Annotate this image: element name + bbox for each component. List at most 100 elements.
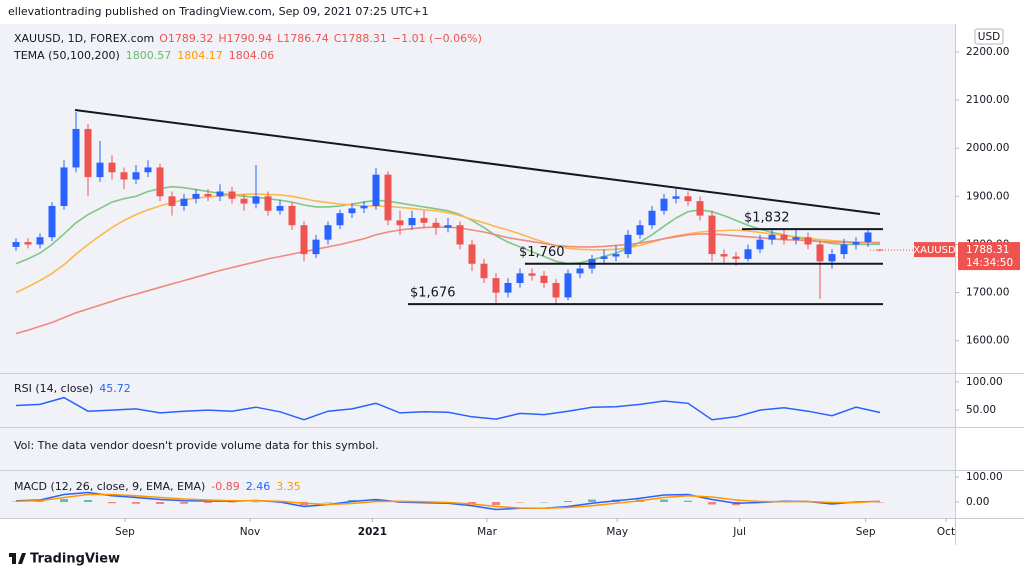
indicator-value: -0.89 bbox=[211, 480, 239, 493]
candle-body bbox=[852, 242, 860, 245]
candle-body bbox=[420, 217, 428, 223]
legend-line: XAUUSD, 1D, FOREX.com O1789.32 H1790.94 L17… bbox=[14, 32, 482, 45]
candle-body bbox=[792, 237, 800, 240]
candle-body bbox=[48, 205, 56, 238]
indicator-value: 2.46 bbox=[246, 480, 271, 493]
y-tick-label: 100.00 bbox=[966, 471, 1003, 483]
trendline bbox=[74, 109, 881, 215]
y-tick-label: 2000.00 bbox=[966, 142, 1009, 154]
symbol-tag-label: XAUUSD bbox=[913, 245, 956, 256]
ohlc-low: L1786.74 bbox=[277, 32, 329, 45]
candle-body bbox=[204, 193, 212, 197]
currency-button[interactable] bbox=[974, 28, 1004, 45]
x-tick-label: Nov bbox=[240, 526, 261, 538]
x-tick-label: Oct bbox=[937, 526, 955, 538]
histogram-bar bbox=[708, 502, 716, 505]
price-tag bbox=[958, 242, 1020, 271]
candle-body bbox=[540, 275, 548, 283]
y-tick-label: 50.00 bbox=[966, 404, 996, 416]
x-tick-label: Sep bbox=[856, 526, 876, 538]
candle-body bbox=[660, 198, 668, 211]
indicator-name: TEMA (50,100,200) bbox=[13, 49, 120, 62]
price-pane bbox=[0, 24, 955, 373]
candle-body bbox=[612, 254, 620, 257]
histogram-bar bbox=[108, 502, 116, 504]
candle-body bbox=[624, 234, 632, 255]
change: −1.01 (−0.06%) bbox=[392, 32, 482, 45]
indicator-plot bbox=[15, 396, 881, 421]
x-tick-label: 2021 bbox=[358, 526, 387, 538]
indicator-value: 45.72 bbox=[99, 382, 131, 395]
candle-body bbox=[288, 205, 296, 226]
candle-body bbox=[720, 254, 728, 257]
candle-body bbox=[492, 278, 500, 293]
candle-body bbox=[396, 220, 404, 226]
level-label: $1,832 bbox=[744, 211, 790, 226]
x-tick-label: Mar bbox=[477, 526, 497, 538]
candle-body bbox=[444, 225, 452, 228]
histogram-bar bbox=[156, 502, 164, 504]
candle-body bbox=[408, 217, 416, 226]
histogram-bar bbox=[228, 502, 236, 503]
symbol-tag bbox=[914, 242, 955, 258]
candle-body bbox=[192, 193, 200, 199]
histogram-bar bbox=[540, 502, 548, 503]
brand-logo bbox=[9, 553, 26, 564]
brand-name: TradingView bbox=[30, 552, 120, 567]
candle-body bbox=[804, 237, 812, 245]
candle-body bbox=[36, 237, 44, 245]
candle-body bbox=[144, 167, 152, 173]
candle-body bbox=[108, 162, 116, 173]
histogram-bar bbox=[876, 502, 884, 503]
y-tick-label: 2200.00 bbox=[966, 46, 1009, 58]
histogram-bar bbox=[588, 499, 596, 502]
candle-body bbox=[864, 232, 872, 243]
indicator-value: 1804.17 bbox=[177, 49, 223, 62]
candle-body bbox=[816, 244, 824, 262]
histogram-bar bbox=[12, 501, 20, 502]
volume-note: Vol: The data vendor doesn't provide vol… bbox=[14, 439, 379, 452]
level-label: $1,760 bbox=[519, 245, 565, 260]
candle-body bbox=[300, 225, 308, 255]
candle-body bbox=[336, 213, 344, 226]
candle-body bbox=[528, 273, 536, 276]
candle-body bbox=[648, 210, 656, 226]
candle-body bbox=[756, 239, 764, 250]
y-tick-label: 1900.00 bbox=[966, 190, 1009, 202]
candle-body bbox=[732, 256, 740, 259]
candle-body bbox=[348, 208, 356, 214]
ohlc-high: H1790.94 bbox=[218, 32, 272, 45]
candle-body bbox=[24, 242, 32, 245]
candle-body bbox=[516, 273, 524, 283]
y-tick-label: 100.00 bbox=[966, 376, 1003, 388]
candle-body bbox=[744, 249, 752, 259]
candle-body bbox=[552, 282, 560, 298]
candle-body bbox=[672, 196, 680, 199]
histogram-bar bbox=[324, 502, 332, 503]
histogram-bar bbox=[252, 501, 260, 503]
candle-body bbox=[576, 268, 584, 274]
x-tick-label: Jul bbox=[732, 526, 746, 538]
candle-body bbox=[96, 162, 104, 178]
candle-body bbox=[312, 239, 320, 255]
candle-body bbox=[636, 225, 644, 235]
candle-body bbox=[708, 215, 716, 255]
y-tick-label: 0.00 bbox=[966, 496, 989, 508]
symbol: XAUUSD, 1D, FOREX.com bbox=[14, 32, 154, 45]
candle-body bbox=[840, 244, 848, 255]
candle-body bbox=[696, 201, 704, 216]
candle-body bbox=[60, 167, 68, 206]
indicator-plot bbox=[12, 491, 884, 511]
ohlc-open: O1789.32 bbox=[159, 32, 213, 45]
indicator-line bbox=[15, 396, 881, 421]
histogram-bar bbox=[36, 501, 44, 502]
candle-body bbox=[768, 234, 776, 240]
candle-body bbox=[252, 196, 260, 204]
histogram-bar bbox=[516, 502, 524, 503]
candle-body bbox=[84, 128, 92, 178]
candle-body bbox=[120, 172, 128, 180]
candle-body bbox=[468, 244, 476, 264]
y-tick-label: 2100.00 bbox=[966, 94, 1009, 106]
candle-body bbox=[264, 196, 272, 211]
candle-body bbox=[360, 205, 368, 209]
